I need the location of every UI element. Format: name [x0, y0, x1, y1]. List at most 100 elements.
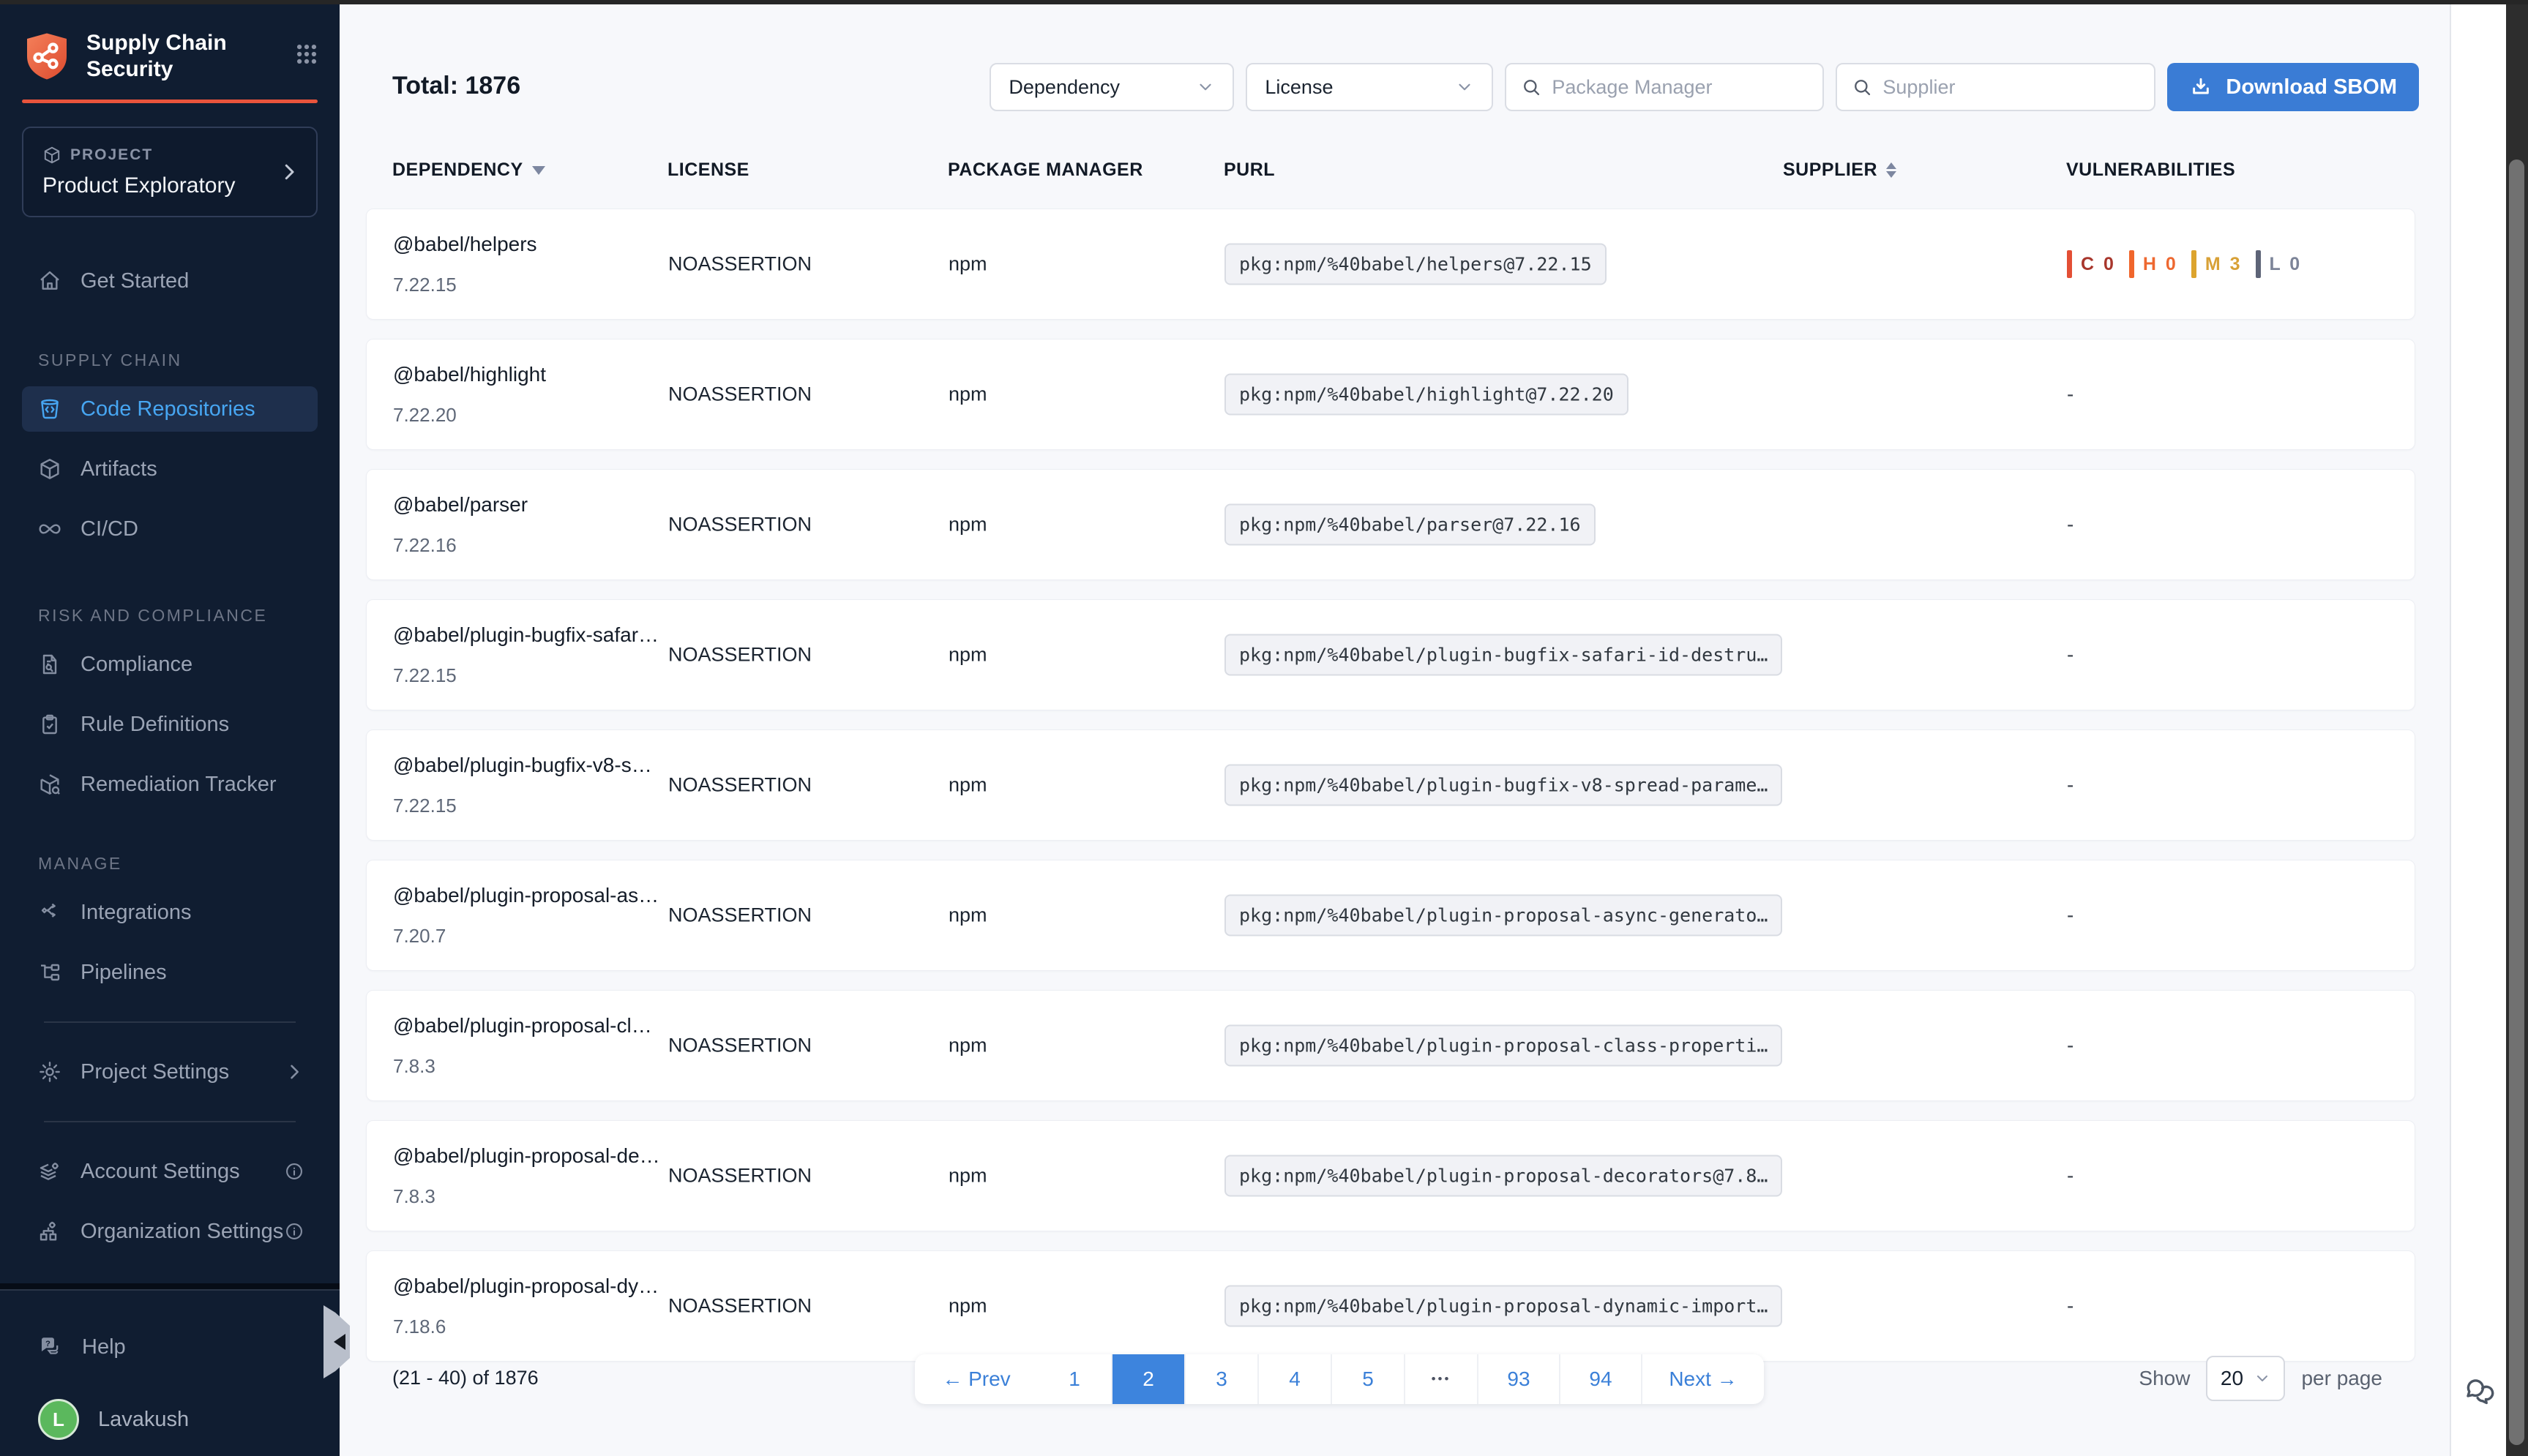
pagination-page-94[interactable]: 94 — [1559, 1354, 1641, 1404]
dependency-version: 7.20.7 — [393, 925, 446, 947]
pagination-next-button[interactable]: Next → — [1641, 1354, 1764, 1404]
package-manager-search-input[interactable] — [1552, 75, 1809, 99]
vulnerabilities-cell: - — [2067, 773, 2074, 796]
search-icon — [1852, 77, 1872, 97]
table-row[interactable]: @babel/plugin-proposal-cl… 7.8.3 NOASSER… — [366, 990, 2415, 1101]
package-manager-cell: npm — [949, 252, 987, 275]
show-label: Show — [2139, 1367, 2191, 1389]
column-header-dependency[interactable]: DEPENDENCY — [392, 160, 545, 181]
clipboard-check-icon — [38, 713, 61, 736]
purl-pill[interactable]: pkg:npm/%40babel/plugin-bugfix-safari-id… — [1224, 634, 1783, 676]
table-row[interactable]: @babel/plugin-proposal-dy… 7.18.6 NOASSE… — [366, 1250, 2415, 1362]
column-header-package-manager: PACKAGE MANAGER — [948, 160, 1143, 180]
table-row[interactable]: @babel/highlight 7.22.20 NOASSERTION npm… — [366, 339, 2415, 450]
sidebar: Supply Chain Security PROJECT Product Ex… — [0, 4, 340, 1456]
project-selector[interactable]: PROJECT Product Exploratory — [22, 127, 318, 217]
share-nodes-icon — [38, 901, 61, 924]
app-logo-shield-icon — [27, 33, 67, 80]
sidebar-item-organization-settings[interactable]: Organization Settings — [22, 1209, 318, 1254]
purl-cell: pkg:npm/%40babel/plugin-proposal-decorat… — [1224, 1155, 1783, 1197]
sidebar-item-get-started[interactable]: Get Started — [22, 258, 318, 304]
column-header-vulnerabilities: VULNERABILITIES — [2066, 160, 2236, 180]
pagination: ← Prev 1 2 3 4 5 ••• 93 94 Next → — [915, 1354, 1764, 1404]
user-menu[interactable]: L Lavakush — [0, 1399, 340, 1440]
chat-feedback-icon[interactable] — [2461, 1376, 2496, 1411]
gear-icon — [38, 1060, 61, 1084]
page-size-select[interactable]: 20 — [2206, 1356, 2286, 1401]
scrollbar[interactable] — [2506, 0, 2528, 1456]
chevron-down-icon — [1455, 78, 1474, 97]
pagination-page-1[interactable]: 1 — [1069, 1367, 1080, 1390]
dependency-version: 7.22.15 — [393, 795, 457, 817]
pagination-prev-button[interactable]: ← Prev — [942, 1367, 1011, 1390]
sidebar-item-pipelines[interactable]: Pipelines — [22, 950, 318, 995]
purl-pill[interactable]: pkg:npm/%40babel/plugin-proposal-class-p… — [1224, 1024, 1783, 1067]
search-icon — [1521, 77, 1541, 97]
right-gutter — [2450, 4, 2506, 1456]
box-icon — [38, 457, 61, 481]
project-label: PROJECT — [70, 146, 154, 163]
sidebar-section-supply-chain: SUPPLY CHAIN — [38, 350, 182, 369]
sidebar-item-rule-definitions[interactable]: Rule Definitions — [22, 702, 318, 747]
home-icon — [38, 269, 61, 293]
pagination-page-93[interactable]: 93 — [1477, 1354, 1559, 1404]
help-chat-icon: ? — [38, 1335, 63, 1359]
table-row[interactable]: @babel/plugin-proposal-as… 7.20.7 NOASSE… — [366, 860, 2415, 971]
sidebar-item-compliance[interactable]: Compliance — [22, 642, 318, 687]
purl-pill[interactable]: pkg:npm/%40babel/helpers@7.22.15 — [1224, 243, 1607, 285]
purl-pill[interactable]: pkg:npm/%40babel/highlight@7.22.20 — [1224, 373, 1628, 416]
purl-cell: pkg:npm/%40babel/parser@7.22.16 — [1224, 503, 1596, 546]
project-cube-icon — [42, 146, 61, 165]
app-switcher-grid-icon[interactable] — [294, 42, 319, 67]
vulnerabilities-cell: C 0 H 0 M 3 L 0 — [2067, 250, 2302, 278]
dependency-version: 7.22.16 — [393, 534, 457, 556]
sidebar-item-account-settings[interactable]: Account Settings — [22, 1149, 318, 1194]
purl-pill[interactable]: pkg:npm/%40babel/parser@7.22.16 — [1224, 503, 1596, 546]
dependency-name: @babel/plugin-bugfix-safar… — [393, 623, 659, 646]
sidebar-divider — [44, 1021, 296, 1023]
pagination-page-3[interactable]: 3 — [1184, 1354, 1257, 1404]
sidebar-item-artifacts[interactable]: Artifacts — [22, 446, 318, 492]
table-row[interactable]: @babel/parser 7.22.16 NOASSERTION npm pk… — [366, 469, 2415, 580]
download-sbom-button[interactable]: Download SBOM — [2167, 63, 2419, 111]
avatar: L — [38, 1399, 79, 1440]
scrollbar-thumb[interactable] — [2509, 160, 2524, 1445]
sidebar-item-remediation-tracker[interactable]: Remediation Tracker — [22, 762, 318, 807]
user-name: Lavakush — [98, 1407, 190, 1431]
license-cell: NOASSERTION — [668, 904, 812, 926]
table-row[interactable]: @babel/plugin-bugfix-v8-s… 7.22.15 NOASS… — [366, 729, 2415, 841]
purl-pill[interactable]: pkg:npm/%40babel/plugin-proposal-decorat… — [1224, 1155, 1783, 1197]
license-cell: NOASSERTION — [668, 1034, 812, 1057]
supplier-search-input[interactable] — [1882, 75, 2140, 99]
sidebar-item-code-repositories[interactable]: Code Repositories — [22, 386, 318, 432]
purl-pill[interactable]: pkg:npm/%40babel/plugin-bugfix-v8-spread… — [1224, 764, 1783, 806]
table-row[interactable]: @babel/plugin-proposal-de… 7.8.3 NOASSER… — [366, 1120, 2415, 1231]
license-filter-select[interactable]: License — [1246, 63, 1494, 111]
sidebar-item-integrations[interactable]: Integrations — [22, 890, 318, 935]
purl-cell: pkg:npm/%40babel/helpers@7.22.15 — [1224, 243, 1607, 285]
download-icon — [2189, 75, 2213, 99]
dependency-version: 7.18.6 — [393, 1316, 446, 1337]
sidebar-item-help[interactable]: ? Help — [22, 1324, 318, 1370]
sidebar-item-project-settings[interactable]: Project Settings — [22, 1049, 318, 1095]
pagination-page-5[interactable]: 5 — [1331, 1354, 1404, 1404]
svg-text:?: ? — [45, 1340, 51, 1348]
pagination-page-2[interactable]: 2 — [1111, 1354, 1184, 1404]
package-manager-search — [1505, 63, 1825, 111]
purl-cell: pkg:npm/%40babel/plugin-proposal-dynamic… — [1224, 1285, 1783, 1327]
sort-both-icon — [1886, 162, 1897, 178]
dependency-filter-select[interactable]: Dependency — [990, 63, 1235, 111]
infinity-icon — [38, 517, 61, 541]
table-row[interactable]: @babel/plugin-bugfix-safar… 7.22.15 NOAS… — [366, 599, 2415, 710]
purl-pill[interactable]: pkg:npm/%40babel/plugin-proposal-dynamic… — [1224, 1285, 1783, 1327]
chevron-down-icon — [2254, 1370, 2271, 1387]
pagination-page-4[interactable]: 4 — [1257, 1354, 1331, 1404]
app-title: Supply Chain Security — [86, 31, 227, 81]
package-manager-cell: npm — [949, 904, 987, 926]
table-row[interactable]: @babel/helpers 7.22.15 NOASSERTION npm p… — [366, 209, 2415, 320]
dependency-name: @babel/plugin-proposal-as… — [393, 884, 659, 907]
purl-pill[interactable]: pkg:npm/%40babel/plugin-proposal-async-g… — [1224, 894, 1783, 937]
sidebar-item-cicd[interactable]: CI/CD — [22, 506, 318, 552]
severity-badge-l: L 0 — [2255, 250, 2303, 278]
column-header-supplier[interactable]: SUPPLIER — [1783, 160, 1897, 181]
